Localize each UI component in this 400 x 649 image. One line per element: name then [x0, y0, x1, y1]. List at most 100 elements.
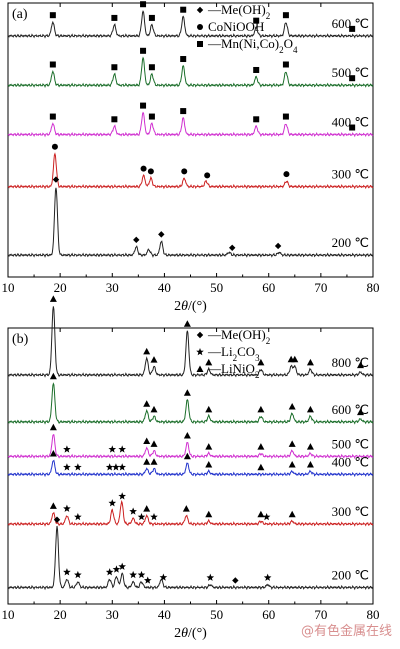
peak-marker-square [180, 56, 187, 63]
x-axis-title-suffix: /(°) [188, 299, 207, 314]
legend-sub2: 3 [255, 353, 260, 363]
peak-marker-diamond [158, 231, 165, 238]
peak-marker-triangle [143, 437, 151, 445]
x-axis-title-theta: θ [181, 626, 188, 641]
legend-marker-diamond [196, 6, 204, 14]
legend-sub: 2 [279, 45, 284, 55]
peak-marker-star [118, 492, 126, 500]
peak-marker-diamond [229, 244, 236, 252]
peak-marker-triangle [288, 510, 296, 518]
peak-marker-triangle [356, 408, 364, 416]
peak-marker-triangle [183, 389, 191, 396]
peak-marker-circle [204, 172, 211, 179]
legend-label: —Me(OH) [207, 2, 266, 17]
legend-label: —Li [207, 344, 233, 359]
x-axis-title-prefix: 2 [174, 626, 181, 641]
x-axis-title: 2θ/(°) [174, 299, 207, 314]
peak-marker-diamond [274, 242, 282, 250]
peak-marker-star [118, 463, 126, 471]
peak-marker-triangle [257, 443, 265, 450]
peak-marker-star [112, 565, 121, 573]
series-line [7, 56, 374, 88]
x-tick-label: 70 [314, 607, 327, 622]
peak-marker-square [148, 113, 155, 120]
legend-entry: —Me(OH)2 [207, 2, 270, 21]
legend-tail: CO [237, 344, 255, 359]
peak-marker-triangle [306, 461, 314, 468]
peak-marker-diamond [52, 176, 60, 183]
peak-marker-square [140, 102, 147, 109]
legend-marker-triangle [196, 365, 204, 372]
peak-marker-triangle [288, 461, 296, 468]
x-tick-label: 20 [54, 280, 67, 295]
peak-marker-star [137, 512, 146, 521]
series-line [7, 187, 374, 258]
panel-label: (a) [12, 7, 28, 22]
series-600: 600 ℃ [7, 372, 374, 425]
peak-marker-triangle [205, 358, 213, 366]
series-label: 500 ℃ [332, 436, 369, 451]
x-axis-title-prefix: 2 [174, 299, 181, 314]
peak-marker-square [180, 6, 187, 13]
peak-marker-circle [147, 168, 154, 175]
series-500: 500 ℃ [7, 47, 374, 88]
peak-marker-triangle [257, 405, 265, 413]
peak-marker-triangle [143, 458, 151, 465]
peak-marker-triangle [183, 320, 191, 327]
series-line [7, 499, 374, 527]
legend-sub: 2 [266, 11, 271, 21]
peak-marker-star [105, 568, 114, 576]
peak-marker-star [150, 512, 158, 521]
peak-marker-triangle [205, 443, 213, 450]
peak-marker-square [111, 64, 118, 71]
peak-marker-star [159, 573, 168, 581]
peak-marker-triangle [356, 361, 364, 369]
peak-marker-square [49, 12, 56, 19]
peak-marker-star [108, 445, 117, 453]
peak-marker-triangle [150, 356, 158, 363]
legend-marker-square [197, 41, 203, 47]
peak-marker-triangle [143, 505, 151, 512]
peak-marker-star [108, 499, 117, 507]
peak-marker-star [74, 512, 82, 521]
peak-marker-square [253, 17, 260, 24]
peak-marker-star [105, 463, 114, 471]
peak-marker-square [148, 14, 155, 21]
peak-marker-circle [283, 171, 290, 178]
peak-marker-diamond [53, 516, 61, 523]
peak-marker-triangle [288, 440, 296, 447]
peak-marker-square [282, 12, 289, 19]
series-400: 400 ℃ [7, 449, 374, 478]
x-axis-title-theta: θ [181, 299, 188, 314]
legend-label: —Me(OH) [207, 327, 266, 342]
series-600: 600 ℃ [7, 1, 374, 39]
series-label: 400 ℃ [332, 115, 369, 130]
series-line [7, 152, 374, 190]
legend-entry: —Li2CO3 [207, 344, 260, 363]
x-tick-label: 40 [158, 280, 171, 295]
peak-marker-square [49, 61, 56, 68]
peak-marker-circle [140, 165, 147, 172]
peak-marker-triangle [291, 355, 299, 363]
legend-entry: —Me(OH)2 [207, 327, 270, 346]
series-500: 500 ℃ [7, 423, 374, 460]
panel-label: (b) [12, 332, 29, 347]
legend-sub: 2 [233, 353, 238, 363]
peak-marker-star [262, 512, 271, 521]
peak-marker-triangle [288, 403, 296, 410]
peak-marker-triangle [257, 358, 265, 366]
peak-marker-triangle [183, 452, 191, 460]
peak-marker-triangle [150, 440, 158, 447]
x-tick-label: 80 [367, 280, 380, 295]
peak-marker-triangle [143, 400, 151, 407]
peak-marker-square [349, 124, 356, 131]
peak-marker-diamond [133, 236, 140, 244]
peak-marker-square [140, 1, 147, 8]
peak-marker-diamond [232, 577, 239, 584]
peak-marker-circle [51, 143, 58, 150]
series-line [7, 10, 374, 39]
x-tick-label: 80 [367, 607, 380, 622]
peak-marker-triangle [49, 502, 57, 509]
peak-marker-star [129, 507, 137, 515]
x-tick-label: 10 [2, 607, 15, 622]
